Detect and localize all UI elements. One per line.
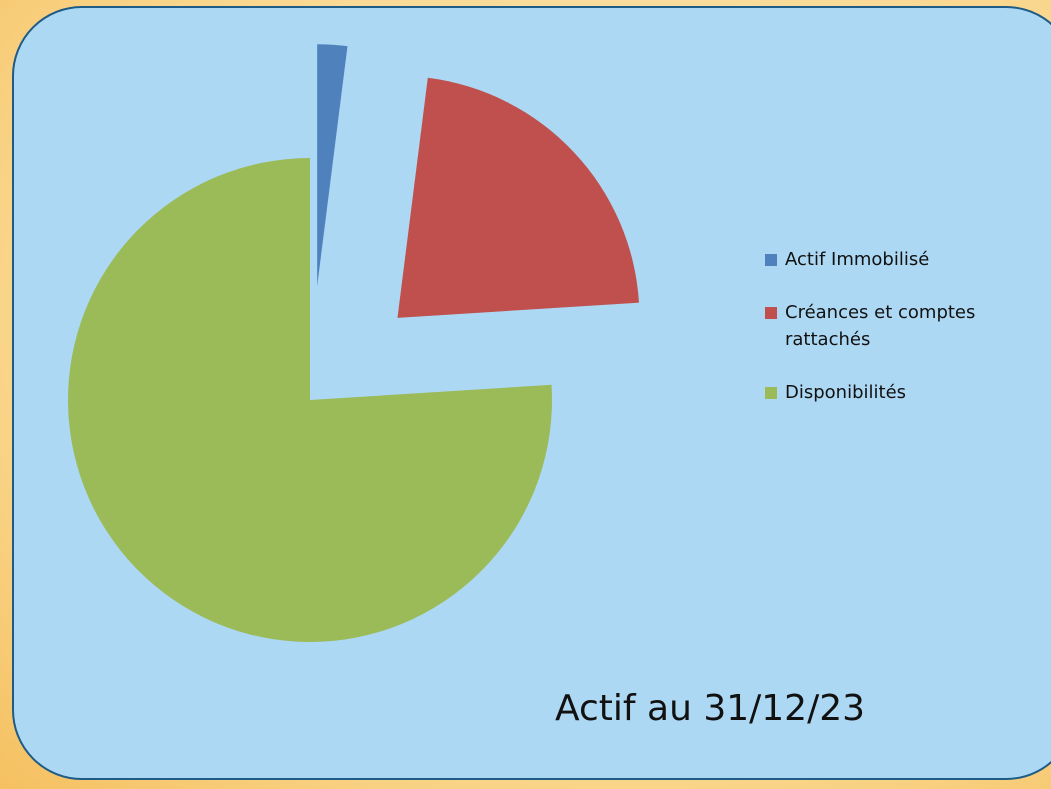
- legend-label: Actif Immobilisé: [785, 249, 930, 270]
- legend-item: Actif Immobilisé: [765, 246, 1015, 273]
- pie-slice: [317, 44, 348, 287]
- legend-item: Créances et comptes rattachés: [765, 299, 1015, 353]
- pie-slice: [67, 158, 553, 642]
- legend-swatch: [765, 387, 777, 399]
- legend-label: Disponibilités: [785, 382, 907, 403]
- legend-swatch: [765, 307, 777, 319]
- legend-swatch: [765, 254, 777, 266]
- pie-slice: [397, 77, 639, 318]
- legend-label: Créances et comptes rattachés: [785, 302, 976, 350]
- legend-item: Disponibilités: [765, 379, 1015, 406]
- legend: Actif Immobilisé Créances et comptes ratt…: [765, 246, 1035, 432]
- chart-title: Actif au 31/12/23: [555, 688, 866, 729]
